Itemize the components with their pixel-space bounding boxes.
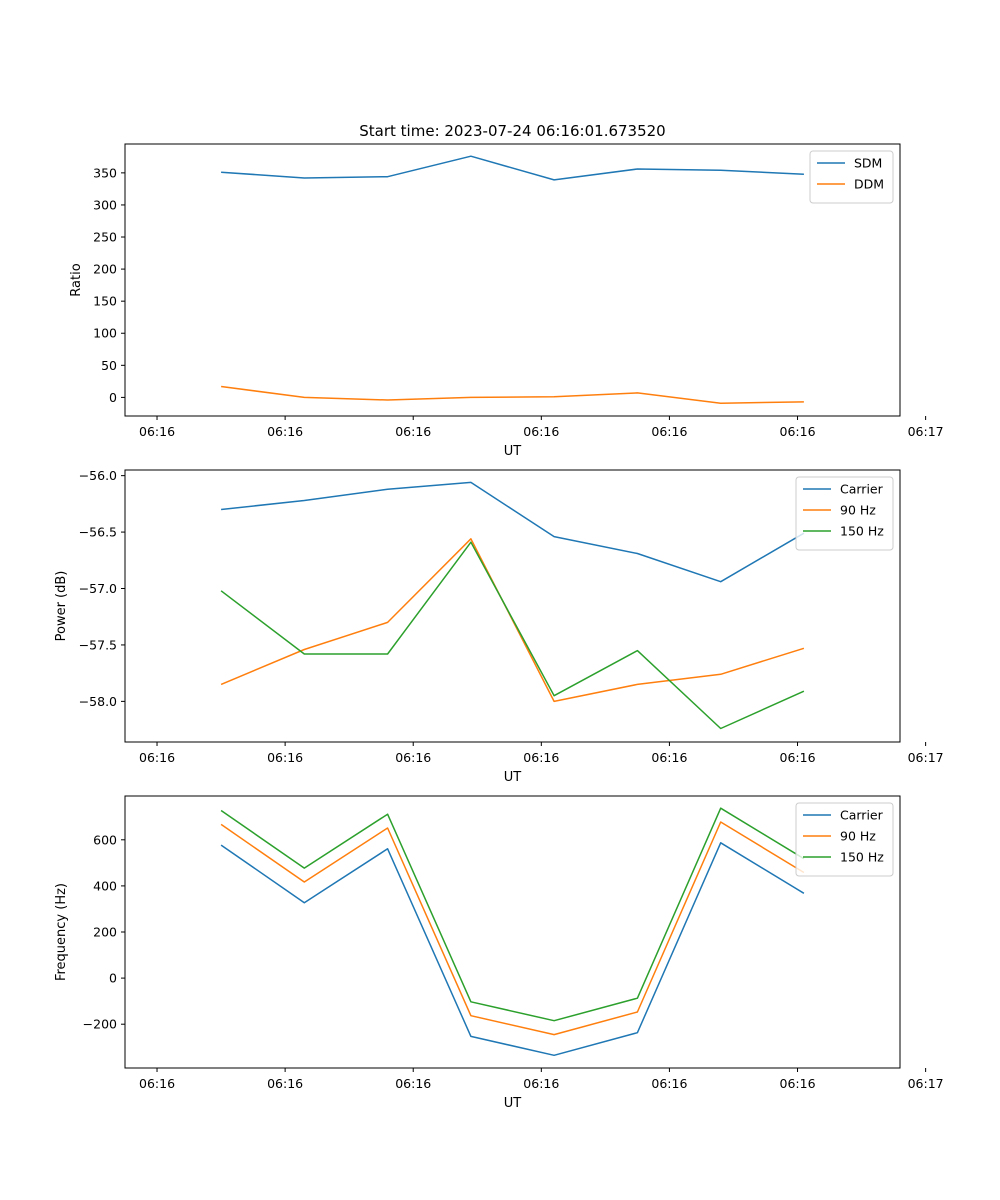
y-axis-label: Power (dB) [54, 571, 69, 642]
x-tick-label: 06:16 [267, 424, 303, 439]
panel-1: 06:16 06:16 06:16 06:16 06:16 06:16 06:17 0 50 10… [69, 143, 944, 459]
y-tick-label: −57.0 [79, 581, 117, 596]
x-tick-label: 06:16 [267, 1076, 303, 1091]
legend-label: SDM [854, 156, 882, 171]
x-tick-label: 06:16 [780, 1076, 816, 1091]
x-tick-label: 06:17 [908, 424, 944, 439]
x-axis-label: UT [504, 444, 522, 459]
legend-label: 90 Hz [840, 503, 876, 518]
y-tick-label: 600 [93, 832, 117, 847]
y-axis-label: Frequency (Hz) [54, 883, 69, 981]
x-tick-label: 06:16 [523, 750, 559, 765]
x-tick-label: 06:17 [908, 1076, 944, 1091]
legend: Carrier 90 Hz 150 Hz [795, 802, 894, 877]
x-tick-label: 06:16 [395, 750, 431, 765]
x-tick-label: 06:16 [523, 424, 559, 439]
series-line-carrier [220, 842, 805, 1057]
x-tick-label: 06:16 [139, 1076, 175, 1091]
y-tick-label: 250 [93, 230, 117, 245]
x-tick-label: 06:16 [651, 424, 687, 439]
legend-label: 150 Hz [840, 524, 884, 539]
series-line-150-hz [220, 807, 805, 1022]
x-tick-label: 06:16 [139, 750, 175, 765]
y-tick-label: 100 [93, 326, 117, 341]
x-axis-label: UT [504, 770, 522, 785]
y-tick-label: −56.5 [79, 525, 117, 540]
x-tick-label: 06:16 [523, 1076, 559, 1091]
series-line-150-hz [220, 541, 805, 730]
y-tick-label: 300 [93, 197, 117, 212]
y-tick-label: −58.0 [79, 694, 117, 709]
series-line-ddm [221, 385, 804, 404]
y-tick-label: 400 [93, 878, 117, 893]
legend-label: Carrier [840, 808, 884, 823]
y-tick-label: 0 [109, 390, 117, 405]
series-line-90-hz [220, 821, 805, 1036]
y-axis-label: Ratio [69, 263, 84, 296]
legend-box [809, 150, 894, 204]
legend-label: Carrier [840, 482, 884, 497]
y-tick-label: −57.5 [79, 637, 117, 652]
y-tick-label: 200 [93, 925, 117, 940]
legend: SDM DDM [809, 150, 894, 204]
legend-label: 90 Hz [840, 829, 876, 844]
y-tick-label: −56.0 [79, 468, 117, 483]
legend-label: 150 Hz [840, 850, 884, 865]
series-line-carrier [221, 481, 805, 583]
x-tick-label: 06:16 [651, 750, 687, 765]
series-line-sdm [221, 155, 804, 181]
panel-2: 06:16 06:16 06:16 06:16 06:16 06:16 06:17 −56.0… [54, 468, 944, 785]
x-tick-label: 06:16 [395, 424, 431, 439]
y-tick-label: 200 [93, 262, 117, 277]
panel-3: 06:16 06:16 06:16 06:16 06:16 06:16 06:17 −200 0… [54, 795, 944, 1111]
figure-title: Start time: 2023-07-24 06:16:01.673520 [359, 122, 665, 140]
legend: Carrier 90 Hz 150 Hz [795, 476, 894, 551]
x-tick-label: 06:16 [267, 750, 303, 765]
legend-label: DDM [854, 177, 884, 192]
y-tick-label: −200 [83, 1017, 117, 1032]
x-axis-label: UT [504, 1096, 522, 1111]
y-tick-label: 150 [93, 294, 117, 309]
x-tick-label: 06:16 [651, 1076, 687, 1091]
y-tick-label: 350 [93, 165, 117, 180]
axes-frame [124, 143, 901, 417]
x-tick-label: 06:16 [139, 424, 175, 439]
panels: 06:16 06:16 06:16 06:16 06:16 06:16 06:17 0 50 10… [54, 143, 944, 1111]
x-tick-label: 06:16 [395, 1076, 431, 1091]
axes-frame [124, 469, 901, 743]
x-tick-label: 06:16 [780, 750, 816, 765]
y-tick-label: 0 [109, 971, 117, 986]
x-tick-label: 06:17 [908, 750, 944, 765]
x-tick-label: 06:16 [780, 424, 816, 439]
y-tick-label: 50 [101, 358, 117, 373]
